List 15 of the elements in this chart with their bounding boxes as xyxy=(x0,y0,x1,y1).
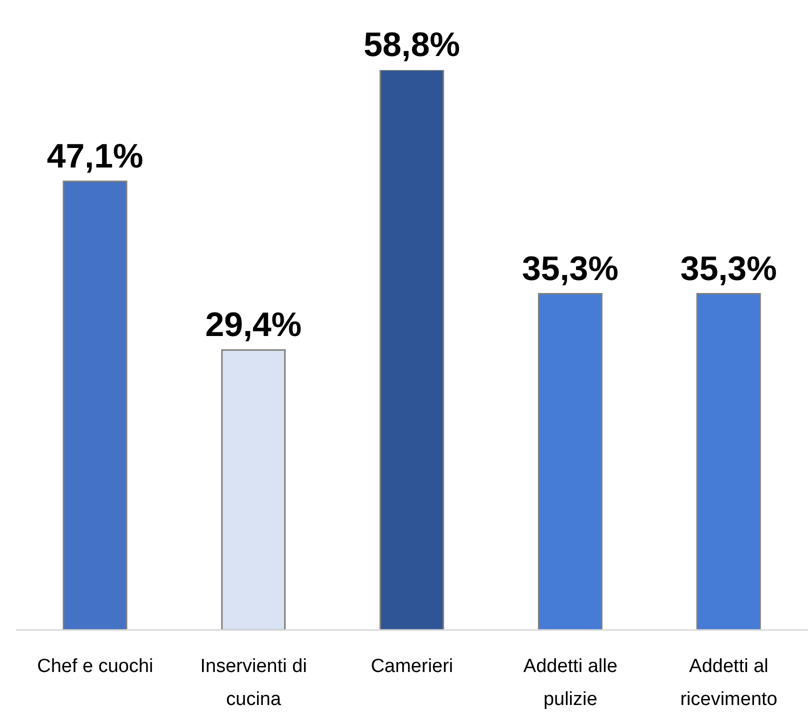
data-label: 29,4% xyxy=(205,306,302,344)
data-label: 35,3% xyxy=(522,250,618,288)
bar xyxy=(62,180,128,630)
bar xyxy=(380,70,444,630)
x-tick-label: Chef e cuochi xyxy=(37,656,154,677)
x-tick-label: Addetti al ricevimento xyxy=(680,656,778,710)
data-label: 47,1% xyxy=(46,137,144,176)
bar xyxy=(221,349,286,630)
x-tick-label: Inservienti di cucina xyxy=(200,656,307,710)
data-label: 58,8% xyxy=(364,26,460,64)
bar xyxy=(538,293,602,630)
data-label: 35,3% xyxy=(680,250,777,288)
x-tick-label: Camerieri xyxy=(370,656,454,677)
x-tick-label: Addetti alle pulizie xyxy=(523,656,618,710)
bar xyxy=(696,293,761,630)
